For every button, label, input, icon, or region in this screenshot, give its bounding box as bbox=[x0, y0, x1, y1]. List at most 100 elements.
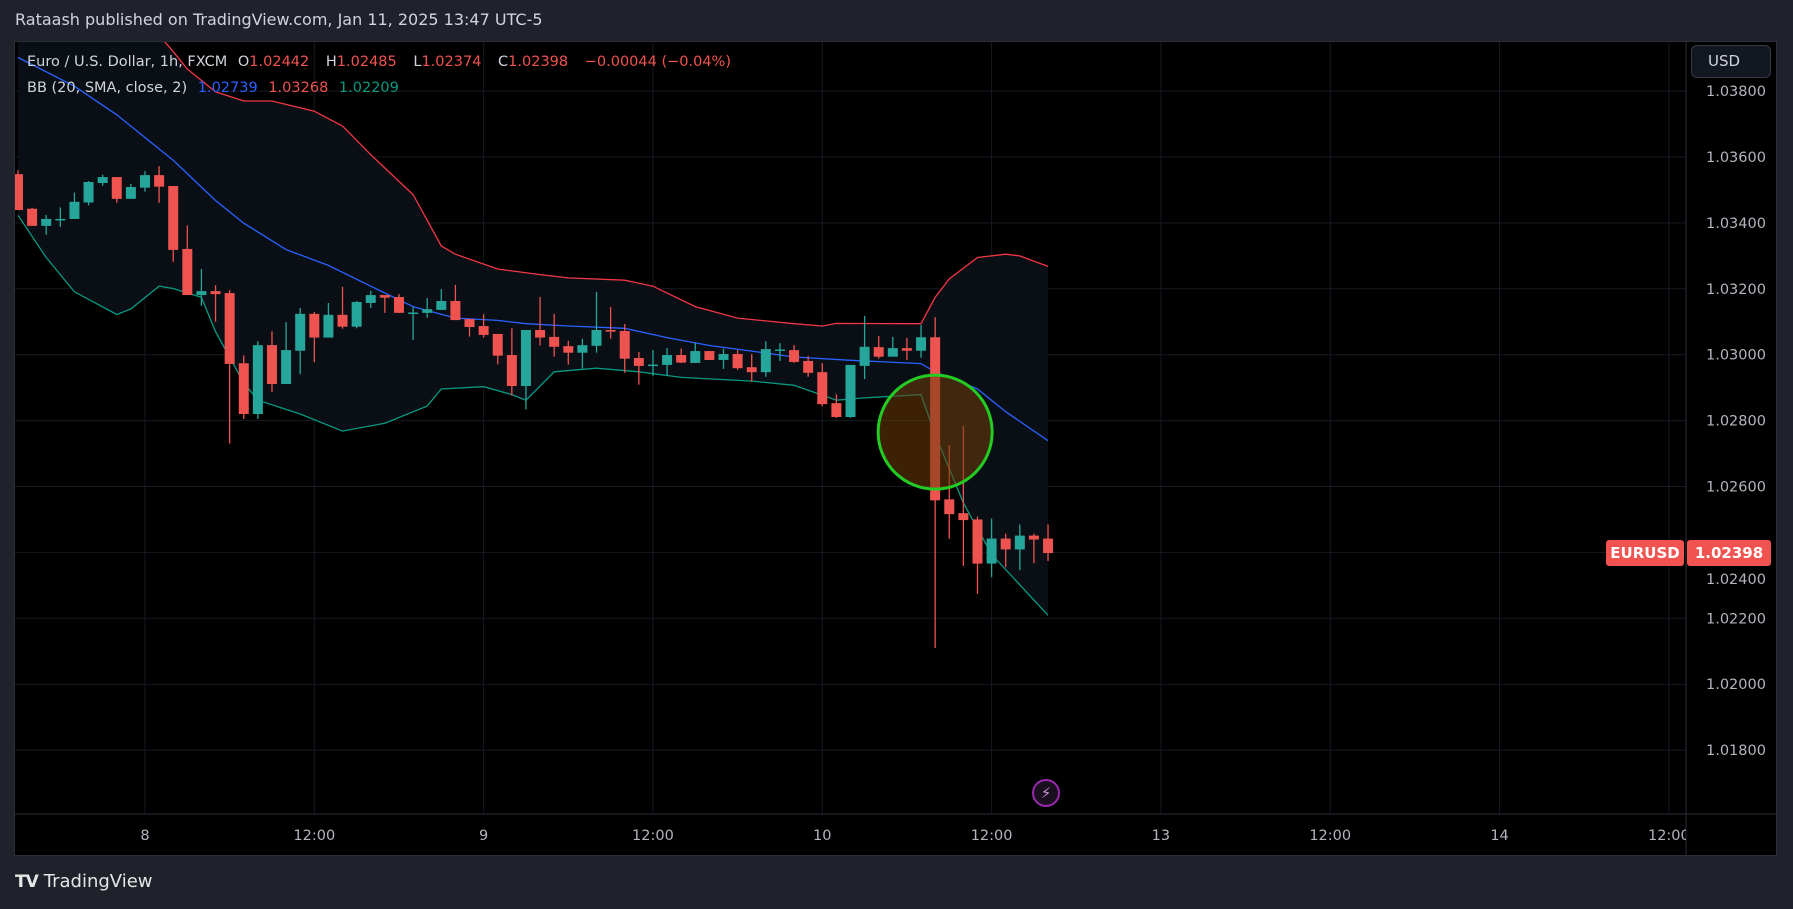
candle-body bbox=[718, 354, 729, 360]
candle-body bbox=[436, 300, 447, 310]
candle-down bbox=[704, 351, 715, 360]
candle-down bbox=[168, 185, 179, 262]
time-tick-label: 12:00 bbox=[971, 828, 1013, 844]
candle-down bbox=[535, 297, 546, 346]
candle-down bbox=[111, 177, 122, 203]
candle-up bbox=[323, 302, 334, 338]
high-value: 1.02485 bbox=[336, 54, 397, 70]
candle-up bbox=[83, 181, 94, 206]
candle-up bbox=[845, 364, 856, 418]
candle-body bbox=[323, 314, 334, 338]
candle-up bbox=[41, 214, 52, 235]
candle-body bbox=[15, 174, 23, 211]
candle-up bbox=[97, 174, 108, 186]
candle-body bbox=[83, 182, 94, 203]
candle-down bbox=[1043, 524, 1054, 561]
candle-up bbox=[577, 338, 588, 369]
price-tick-label: 1.02600 bbox=[1706, 480, 1766, 496]
candle-body bbox=[746, 367, 757, 373]
candle-body bbox=[563, 346, 574, 353]
change-value: −0.00044 (−0.04%) bbox=[584, 54, 731, 70]
candle-body bbox=[873, 347, 884, 357]
time-tick-label: 12:00 bbox=[632, 828, 674, 844]
time-tick-label: 9 bbox=[479, 828, 488, 844]
candle-up bbox=[365, 290, 376, 308]
bb-upper-value: 1.03268 bbox=[268, 80, 329, 96]
candle-down bbox=[238, 355, 249, 419]
lightning-icon[interactable]: ⚡ bbox=[1032, 779, 1060, 807]
candle-body bbox=[281, 350, 292, 385]
candle-down bbox=[605, 306, 616, 339]
bollinger-band-fill bbox=[18, 42, 1048, 616]
currency-button[interactable]: USD bbox=[1691, 45, 1771, 78]
candle-up bbox=[520, 329, 531, 410]
candle-body bbox=[408, 312, 419, 315]
footer-brand: TV TradingView bbox=[15, 871, 153, 892]
candle-up bbox=[916, 325, 927, 358]
tradingview-logo-icon: TV bbox=[15, 871, 39, 892]
candle-body bbox=[224, 293, 235, 364]
candle-up bbox=[281, 322, 292, 385]
candle-up bbox=[591, 292, 602, 353]
highlight-circle-annotation[interactable] bbox=[876, 373, 994, 491]
candle-up bbox=[647, 350, 658, 376]
candle-body bbox=[916, 337, 927, 351]
price-tick-label: 1.03600 bbox=[1706, 150, 1766, 166]
candle-up bbox=[1014, 524, 1025, 571]
candle-down bbox=[972, 516, 983, 594]
candle-down bbox=[266, 331, 277, 392]
candle-body bbox=[210, 291, 221, 295]
candle-down bbox=[210, 285, 221, 322]
candle-up bbox=[351, 300, 362, 329]
candle-body bbox=[168, 185, 179, 250]
candle-down bbox=[154, 166, 165, 203]
candle-body bbox=[690, 351, 701, 363]
candle-down bbox=[224, 290, 235, 444]
candle-body bbox=[887, 348, 898, 357]
bb-basis-value: 1.02739 bbox=[197, 80, 258, 96]
time-tick-label: 14 bbox=[1490, 828, 1508, 844]
price-axis[interactable]: 1.03800 1.03600 1.03400 1.03200 1.03000 1.028… bbox=[1706, 84, 1766, 759]
candle-down bbox=[817, 362, 828, 407]
candle-up bbox=[690, 342, 701, 363]
candle-down bbox=[1000, 533, 1011, 568]
candle-down bbox=[15, 170, 23, 211]
candle-body bbox=[393, 297, 404, 313]
candle-up bbox=[252, 341, 263, 419]
price-tick-label: 1.01800 bbox=[1706, 743, 1766, 759]
bollinger-basis-line bbox=[17, 56, 1049, 442]
candle-body bbox=[351, 301, 362, 327]
price-tick-label: 1.03400 bbox=[1706, 216, 1766, 232]
candle-down bbox=[803, 356, 814, 377]
candle-down bbox=[478, 314, 489, 338]
candle-up bbox=[774, 343, 785, 361]
candle-body bbox=[676, 355, 687, 363]
time-tick-label: 12:00 bbox=[1648, 828, 1690, 844]
candle-body bbox=[252, 345, 263, 415]
candle-body bbox=[337, 314, 348, 327]
candle-body bbox=[1028, 535, 1039, 540]
symbol-legend[interactable]: Euro / U.S. Dollar, 1h, FXCM O1.02442 H1… bbox=[27, 54, 737, 70]
price-tick-label: 1.02000 bbox=[1706, 677, 1766, 693]
candle-up bbox=[69, 192, 80, 219]
candle-up bbox=[436, 289, 447, 310]
candle-body bbox=[41, 218, 52, 226]
indicator-legend[interactable]: BB (20, SMA, close, 2) 1.02739 1.03268 1… bbox=[27, 80, 405, 96]
candle-body bbox=[972, 519, 983, 564]
candle-down bbox=[1028, 533, 1039, 564]
symbol-price-label: EURUSD bbox=[1606, 540, 1684, 566]
candle-up bbox=[196, 269, 207, 306]
candle-up bbox=[718, 348, 729, 369]
price-tick-label: 1.03000 bbox=[1706, 348, 1766, 364]
candle-up bbox=[986, 518, 997, 578]
candle-body bbox=[859, 346, 870, 366]
candle-body bbox=[125, 186, 136, 199]
candle-body bbox=[845, 364, 856, 417]
candle-down bbox=[549, 313, 560, 357]
candle-up bbox=[408, 306, 419, 340]
candle-body bbox=[591, 329, 602, 346]
time-axis[interactable]: 8 12:00 9 12:00 10 12:00 13 12:00 14 12:00 bbox=[140, 828, 1689, 844]
price-tick-label: 1.03200 bbox=[1706, 282, 1766, 298]
candle-up bbox=[55, 207, 66, 227]
